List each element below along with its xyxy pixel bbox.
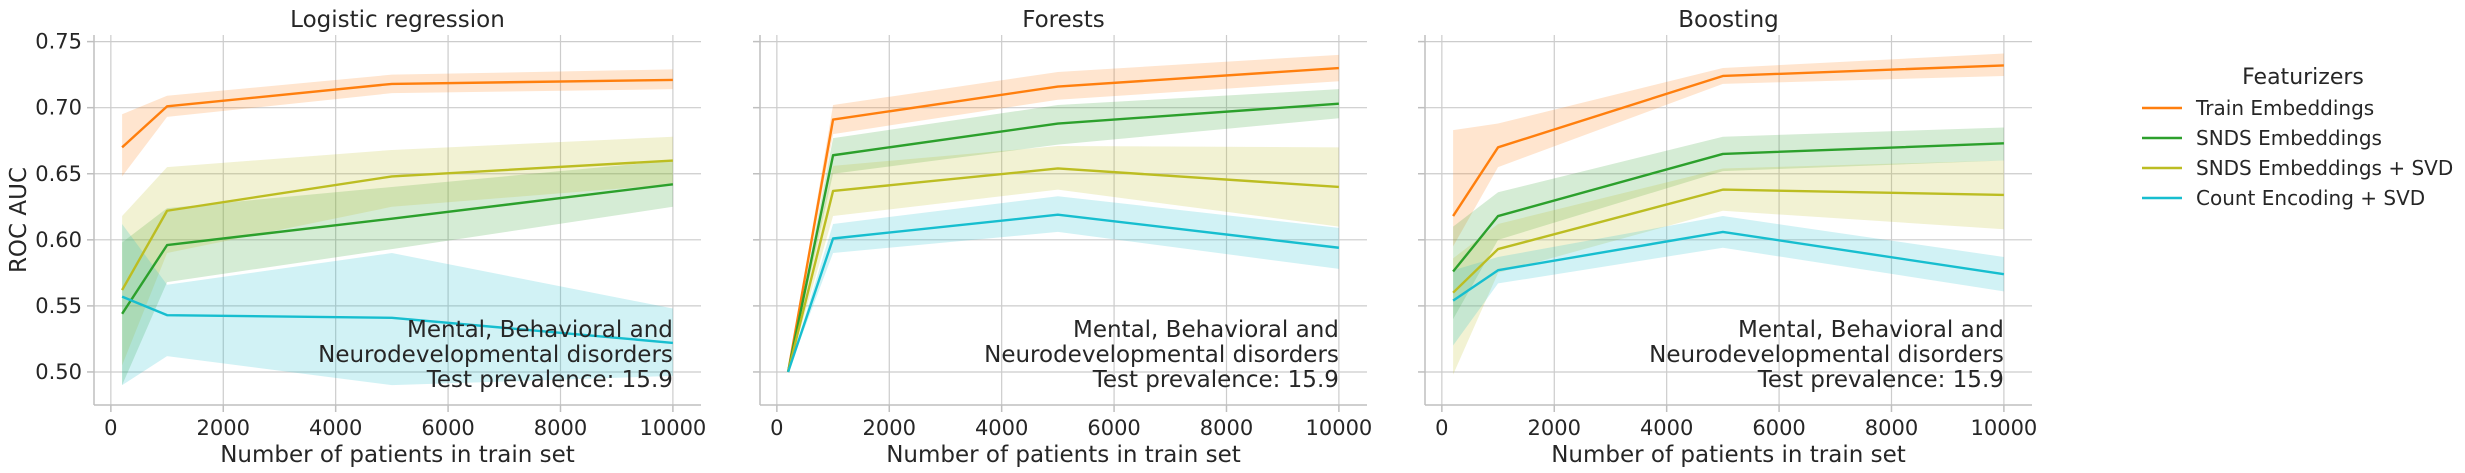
x-tick-label: 6000 [1087,416,1140,440]
x-tick-label: 10000 [1970,416,2037,440]
series-line-train-embeddings [1452,64,2004,217]
panel-title: Boosting [1678,7,1779,33]
x-tick-label: 4000 [1640,416,1693,440]
x-tick-label: 0 [104,416,117,440]
series-line-train-embeddings [121,78,673,149]
series-line-snds-embeddings [1452,142,2004,273]
y-tick-label: 0.70 [35,96,82,120]
y-axis-title: ROC AUC [6,167,32,273]
x-tick-label: 2000 [197,416,250,440]
y-tick-label: 0.60 [35,228,82,252]
series-line-snds-embeddings-svd [1452,188,2004,294]
series-line-count-encoding-svd [1452,230,2005,302]
y-tick-label: 0.55 [35,294,82,318]
x-axis-title: Number of patients in train set [1551,442,1906,468]
ci-band-train-embeddings [1453,53,2004,247]
ci-band-count-encoding-svd [1453,216,2004,346]
ci-band-snds-embeddings [122,160,673,386]
panel-title: Forests [1022,7,1105,33]
ci-band-snds-embeddings-svd [122,136,673,366]
annotation-text: Test prevalence: 15.9 [1092,367,1339,393]
y-tick-label: 0.75 [35,30,82,54]
x-tick-label: 4000 [975,416,1028,440]
annotation-text: Neurodevelopmental disorders [984,342,1339,368]
legend: Featurizers Train Embeddings SNDS Embeddi… [2142,65,2453,210]
series-line-snds-embeddings-svd [786,167,1339,373]
chart-panels: 0 2000 4000 6000 8000 10000 0.50 0.55 0.60 0.65 0.… [6,7,2037,468]
panel-forests: 0 2000 4000 6000 8000 10000 Forests Number of p… [753,7,1372,468]
x-tick-label: 4000 [309,416,362,440]
series-line-snds-embeddings [121,183,674,315]
y-tick-label: 0.65 [35,162,82,186]
ci-band-snds-embeddings-svd [788,146,1339,372]
annotation-text: Neurodevelopmental disorders [318,342,673,368]
ci-band-count-encoding-svd [122,223,673,386]
annotation-text: Mental, Behavioral and [1073,317,1339,343]
ci-band-count-encoding-svd [788,196,1339,372]
panel-boosting: 0 2000 4000 6000 8000 10000 Boosting Number of … [1418,7,2037,468]
ci-band-snds-embeddings-svd [1453,160,2004,375]
y-tick-label: 0.50 [35,360,82,384]
x-tick-label: 6000 [1752,416,1805,440]
legend-label-snds-embeddings-svd: SNDS Embeddings + SVD [2196,156,2453,180]
x-tick-label: 10000 [1305,416,1372,440]
series-line-count-encoding-svd [786,213,1340,373]
x-axis-title: Number of patients in train set [220,442,575,468]
x-tick-label: 8000 [1865,416,1918,440]
x-axis-title: Number of patients in train set [886,442,1241,468]
annotation-text: Mental, Behavioral and [407,317,673,343]
legend-title: Featurizers [2242,65,2364,90]
series-line-train-embeddings [786,66,1339,373]
x-tick-label: 8000 [534,416,587,440]
x-tick-label: 10000 [639,416,706,440]
series-line-snds-embeddings-svd [121,159,673,291]
panel-title: Logistic regression [290,7,505,33]
x-tick-label: 8000 [1200,416,1253,440]
legend-label-snds-embeddings: SNDS Embeddings [2196,126,2382,150]
x-tick-label: 2000 [1528,416,1581,440]
x-tick-label: 2000 [863,416,916,440]
annotation-text: Test prevalence: 15.9 [1757,367,2004,393]
annotation-text: Mental, Behavioral and [1738,317,2004,343]
x-tick-label: 0 [1435,416,1448,440]
series-line-snds-embeddings [786,102,1339,373]
legend-label-count-encoding-svd: Count Encoding + SVD [2196,186,2425,210]
ci-band-snds-embeddings [788,89,1339,372]
annotation-text: Test prevalence: 15.9 [426,367,673,393]
legend-label-train-embeddings: Train Embeddings [2195,96,2374,120]
x-tick-label: 0 [770,416,783,440]
series-line-count-encoding-svd [121,295,674,345]
x-tick-label: 6000 [421,416,474,440]
ci-band-snds-embeddings [1453,127,2004,320]
panel-logistic-regression: 0 2000 4000 6000 8000 10000 0.50 0.55 0.60 0.65 0.… [35,7,706,468]
annotation-text: Neurodevelopmental disorders [1649,342,2004,368]
